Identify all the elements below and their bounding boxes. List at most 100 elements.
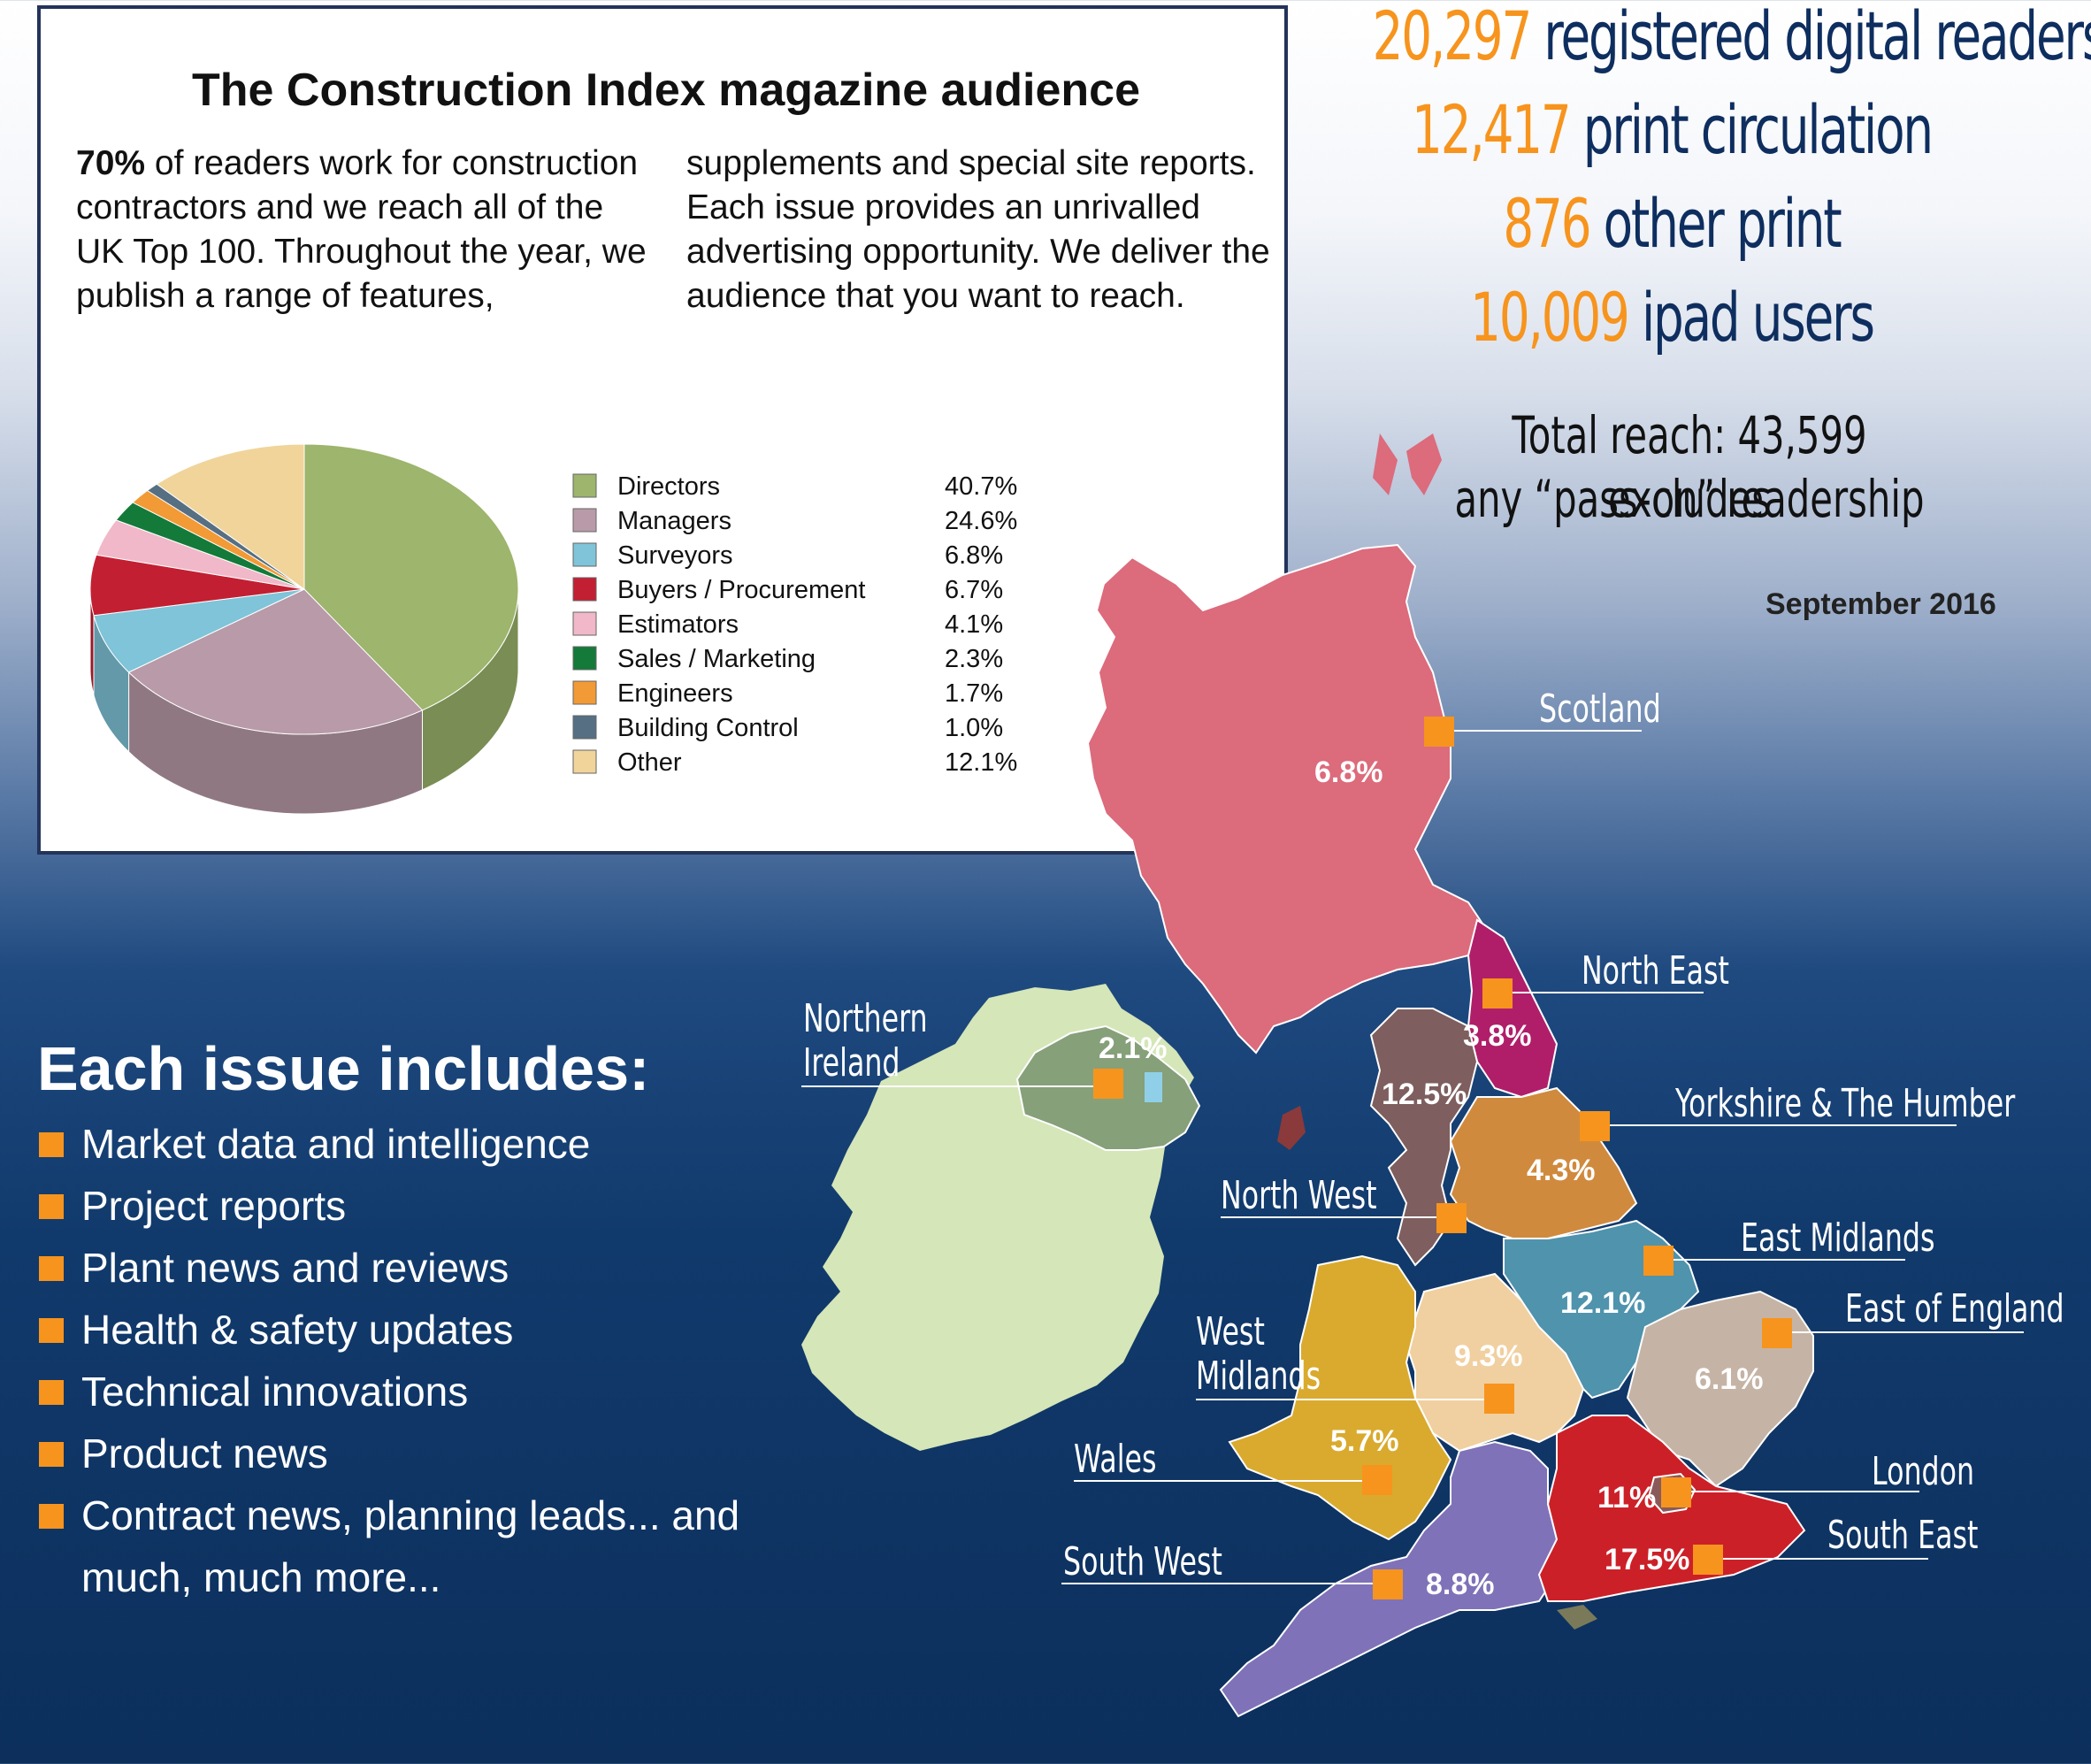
bullet-square-icon [39,1132,64,1157]
panel-title: The Construction Index magazine audience [192,65,1140,116]
legend-value: 40.7% [945,472,1017,501]
issue-title: Each issue includes: [37,1034,650,1103]
region-marker [1762,1318,1792,1348]
region-marker [1362,1465,1392,1495]
stat-number: 12,417 [1412,90,1572,169]
legend-label: Directors [617,472,720,501]
issue-item: Plant news and reviews [39,1237,739,1299]
region-label-ni-line2: Ireland [803,1040,900,1086]
region-marker [1424,717,1454,747]
north-west-region [1369,1008,1479,1267]
issue-item: Technical innovations [39,1361,739,1423]
legend-value: 6.7% [945,576,1003,604]
issue-item-text: Health & safety updates [81,1307,514,1353]
region-pct-west-midlands: 9.3% [1454,1339,1523,1373]
stat-number: 876 [1503,184,1591,263]
region-pct-northern-ireland: 2.1% [1099,1032,1168,1065]
legend-swatch [572,473,597,498]
region-marker [1643,1246,1674,1276]
issue-item-text: much, much more... [81,1554,441,1600]
stat-label: other print [1603,184,1842,263]
region-label-wm-line2: Midlands [1196,1354,1321,1400]
isle-of-man [1277,1106,1306,1150]
stat-print-circulation: 12,417 print circulation [1373,90,1972,169]
region-marker [1436,1203,1467,1233]
legend-label: Surveyors [617,541,733,570]
pie-slice-other [156,443,305,590]
stat-digital-readers: 20,297 registered digital readers [1372,0,2091,75]
region-label-wales: Wales [1074,1437,1156,1483]
bullet-square-icon [39,1380,64,1405]
region-marker [1093,1069,1123,1099]
stat-number: 10,009 [1470,278,1630,357]
isle-of-wight [1557,1605,1597,1630]
region-label-north-east: North East [1582,948,1729,994]
stat-label: registered digital readers [1543,0,2091,75]
stat-number: 20,297 [1372,0,1533,75]
region-label-south-east: South East [1827,1513,1978,1559]
west-midlands-region [1405,1272,1585,1453]
pie-chart [89,443,519,815]
bullet-square-icon [39,1442,64,1467]
scotland-region [1086,543,1488,1055]
pie-slice-managers [127,588,424,735]
region-pct-yorkshire: 4.3% [1527,1154,1596,1187]
region-pct-east-of-england: 6.1% [1695,1362,1764,1396]
legend-value: 12.1% [945,748,1017,777]
region-label-london: London [1872,1449,1974,1495]
legend-label: Building Control [617,714,799,742]
region-label-yorkshire: Yorkshire & The Humber [1674,1081,2015,1127]
panel-paragraph-right: supplements and special site reports. Ea… [686,144,1270,315]
bullet-square-icon [39,1256,64,1281]
region-pct-south-east: 17.5% [1605,1543,1689,1576]
region-pct-wales: 5.7% [1330,1424,1399,1458]
legend-label: Engineers [617,679,733,708]
paragraph-left-text: of readers work for construction contrac… [76,144,647,315]
issue-item-text: Project reports [81,1183,347,1229]
legend-swatch [572,749,597,774]
legend-value: 24.6% [945,507,1017,535]
legend-value: 2.3% [945,645,1003,673]
issue-list: Market data and intelligence Project rep… [39,1113,739,1608]
issue-item-continuation: much, much more... [39,1546,739,1608]
region-label-north-west: North West [1221,1173,1377,1219]
issue-item: Product news [39,1423,739,1484]
issue-item: Health & safety updates [39,1299,739,1361]
legend-swatch [572,611,597,636]
region-pct-scotland: 6.8% [1314,755,1383,789]
region-label-east-of-england: East of England [1845,1286,2064,1332]
region-pct-east-midlands: 12.1% [1560,1286,1645,1320]
region-label-wm-line1: West [1196,1309,1265,1355]
issue-item: Project reports [39,1175,739,1237]
region-pct-north-west: 12.5% [1382,1078,1467,1111]
region-marker [1484,1384,1514,1414]
region-label-scotland: Scotland [1539,686,1661,732]
issue-item-text: Plant news and reviews [81,1245,509,1291]
legend-label: Other [617,748,682,777]
panel-paragraph-left: 70% of readers work for construction con… [76,142,660,318]
legend-value: 6.8% [945,541,1003,570]
pie-legend: Directors 40.7% Managers 24.6% Surveyors 6.8%… [572,472,1017,777]
legend-value: 1.7% [945,679,1003,708]
issue-item-text: Product news [81,1430,328,1476]
region-marker [1482,978,1513,1009]
total-reach-line2: any “pass-on” readership [1454,469,1925,529]
region-marker [1661,1477,1691,1507]
legend-label: Buyers / Procurement [617,576,865,604]
issue-item: Market data and intelligence [39,1113,739,1175]
region-label-east-midlands: East Midlands [1741,1216,1935,1262]
bullet-square-icon [39,1194,64,1219]
issue-item-text: Technical innovations [81,1369,469,1415]
region-pct-london: 11% [1597,1481,1656,1515]
region-marker [1693,1545,1723,1575]
map-overlay: Scotland North East Northern Ireland Yor… [801,686,2064,1601]
stat-ipad-users: 10,009 ipad users [1373,278,1972,357]
total-reach-line1: Total reach: 43,599 excludes [1512,405,1867,529]
region-label-ni-line1: Northern [803,996,928,1042]
legend-value: 4.1% [945,610,1003,639]
region-marker [1373,1569,1403,1599]
date-label: September 2016 [1765,587,1996,621]
legend-swatch [572,646,597,671]
wales-region [1228,1254,1452,1541]
